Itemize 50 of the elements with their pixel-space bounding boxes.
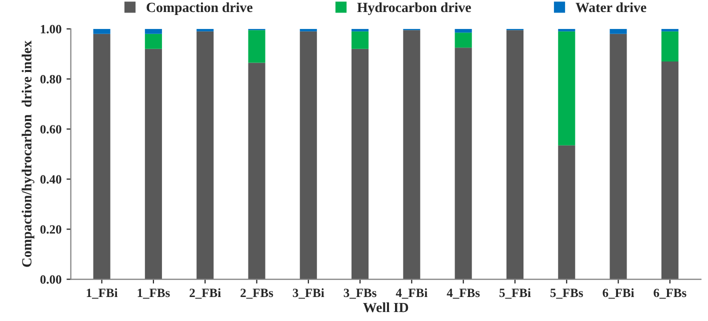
x-tick-label: 6_FBi xyxy=(602,288,634,299)
bar xyxy=(352,48,369,280)
bar xyxy=(93,34,110,280)
x-tick-label: 6_FBs xyxy=(654,288,686,299)
x-axis-title: Well ID xyxy=(363,302,408,312)
x-tick-label: 3_FBi xyxy=(292,288,324,299)
bar xyxy=(352,28,369,32)
x-tick-label: 4_FBi xyxy=(396,288,428,299)
bar xyxy=(144,34,162,49)
y-axis-title: Compaction/hydrocarbon drive index xyxy=(22,40,34,267)
bar xyxy=(144,48,162,280)
x-tick-label: 5_FBi xyxy=(500,288,531,299)
bar xyxy=(403,30,420,280)
x-tick-label: 3_FBs xyxy=(344,288,376,299)
bar xyxy=(248,30,266,63)
x-tick-label: 5_FBs xyxy=(550,288,583,299)
y-tick-label: 0.20 xyxy=(40,225,62,234)
bar xyxy=(661,28,678,32)
bar xyxy=(352,31,369,49)
x-tick-label: 2_FBi xyxy=(190,288,221,299)
x-tick-label: 1_FBs xyxy=(138,288,170,299)
bar xyxy=(300,28,317,32)
bar xyxy=(196,31,214,280)
bar xyxy=(661,61,678,280)
bar xyxy=(558,28,576,32)
bar xyxy=(558,145,576,280)
x-tick-label: 4_FBs xyxy=(446,288,480,299)
legend-label: Compaction drive xyxy=(146,2,252,15)
bar xyxy=(454,28,472,33)
y-tick-label: 0.60 xyxy=(40,125,62,134)
bar xyxy=(248,62,266,280)
y-tick-label: 0.40 xyxy=(40,175,62,184)
bar xyxy=(93,28,110,34)
bar xyxy=(558,31,576,146)
bar xyxy=(506,30,524,280)
y-tick-label: 0.00 xyxy=(40,275,62,284)
x-tick-label: 2_FBs xyxy=(240,288,274,299)
bar xyxy=(454,48,472,280)
bar xyxy=(300,31,317,280)
bar xyxy=(610,34,627,280)
y-tick-label: 0.80 xyxy=(40,74,62,84)
bar xyxy=(661,31,678,62)
bar xyxy=(610,28,627,34)
x-tick-label: 1_FBi xyxy=(86,288,118,299)
legend-label: Water drive xyxy=(576,2,646,12)
bar xyxy=(454,32,472,48)
legend-label: Hydrocarbon drive xyxy=(357,2,471,15)
y-tick-label: 1.00 xyxy=(40,24,62,34)
bar xyxy=(144,28,162,34)
bar xyxy=(196,28,214,32)
